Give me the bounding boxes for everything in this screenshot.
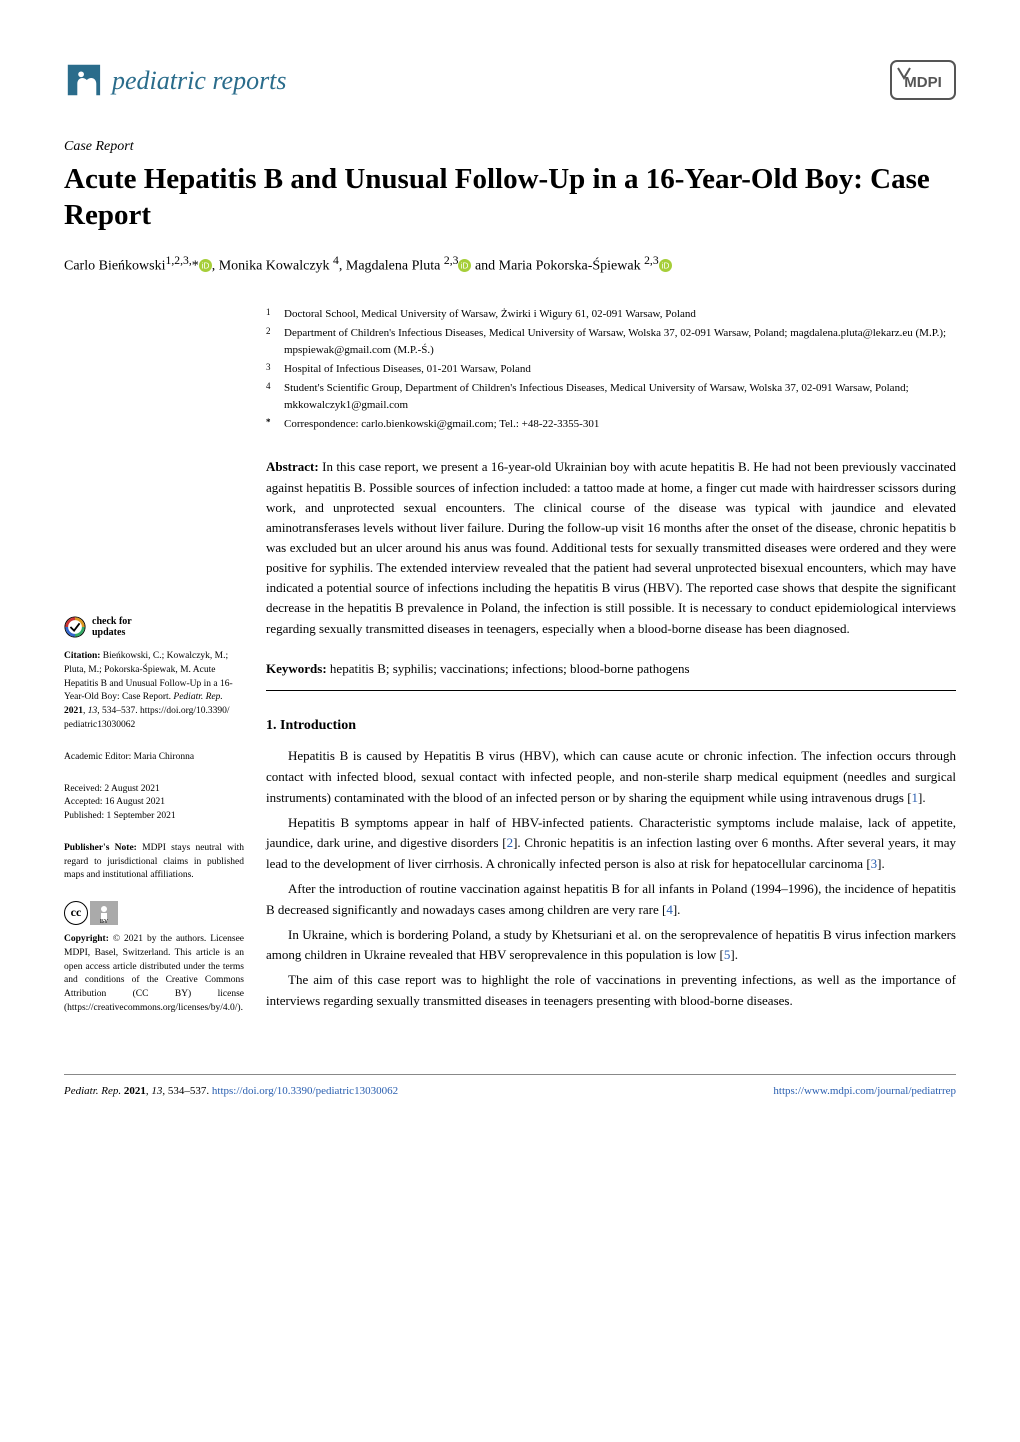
author-name: Monika Kowalczyk (219, 258, 330, 273)
citation-label: Citation: (64, 651, 100, 661)
page-footer: Pediatr. Rep. 2021, 13, 534–537. https:/… (64, 1074, 956, 1100)
aff-num: 2 (266, 325, 276, 359)
sidebar: check forupdates Citation: Bieńkowski, C… (64, 306, 244, 1034)
aff-num: 3 (266, 361, 276, 378)
corr-star: * (266, 416, 276, 433)
pubnote-label: Publisher's Note: (64, 843, 137, 853)
keywords: Keywords: hepatitis B; syphilis; vaccina… (266, 659, 956, 679)
body-paragraph: Hepatitis B symptoms appear in half of H… (266, 813, 956, 875)
authors-line: Carlo Bieńkowski1,2,3,*iD, Monika Kowalc… (64, 252, 956, 277)
editor-block: Academic Editor: Maria Chironna (64, 751, 244, 765)
keywords-label: Keywords: (266, 661, 327, 676)
editor-label: Academic Editor: (64, 752, 134, 762)
mdpi-logo-icon: MDPI (890, 60, 956, 100)
affiliation-row: 2Department of Children's Infectious Dis… (266, 325, 956, 359)
journal-name: pediatric reports (112, 61, 287, 100)
author-sup: 1,2,3, (166, 254, 192, 267)
body-paragraph: In Ukraine, which is bordering Poland, a… (266, 925, 956, 967)
editor-name: Maria Chironna (134, 752, 194, 762)
aff-text: Department of Children's Infectious Dise… (284, 325, 956, 359)
footer-left: Pediatr. Rep. 2021, 13, 534–537. https:/… (64, 1083, 398, 1100)
body-paragraph: After the introduction of routine vaccin… (266, 879, 956, 921)
affiliation-row: 1 Doctoral School, Medical University of … (266, 306, 956, 323)
footer-doi[interactable]: https://doi.org/10.3390/pediatric1303006… (212, 1085, 398, 1097)
author-name: Maria Pokorska-Śpiewak (499, 258, 641, 273)
copyright-block: Copyright: © 2021 by the authors. Licens… (64, 933, 244, 1016)
svg-text:MDPI: MDPI (904, 74, 942, 91)
main-column: 1 Doctoral School, Medical University of … (266, 306, 956, 1034)
aff-text: Hospital of Infectious Diseases, 01-201 … (284, 361, 956, 378)
author-sup: 2,3 (444, 254, 459, 267)
svg-text:BY: BY (100, 919, 109, 925)
by-icon: BY (90, 901, 118, 925)
affiliations: 1 Doctoral School, Medical University of … (266, 306, 956, 433)
check-updates-icon (64, 616, 86, 638)
citation-block: Citation: Bieńkowski, C.; Kowalczyk, M.;… (64, 650, 244, 733)
article-type: Case Report (64, 136, 956, 157)
check-updates-badge[interactable]: check forupdates (64, 616, 244, 638)
cc-license-badge: cc BY (64, 901, 244, 925)
aff-num: 4 (266, 380, 276, 414)
section-heading: 1. Introduction (266, 715, 956, 736)
journal-logo-icon (64, 61, 102, 99)
body-paragraph: Hepatitis B is caused by Hepatitis B vir… (266, 746, 956, 808)
affiliation-row: 4Student's Scientific Group, Department … (266, 380, 956, 414)
svg-text:iD: iD (461, 261, 469, 271)
keywords-text: hepatitis B; syphilis; vaccinations; inf… (327, 661, 690, 676)
affiliation-row: 3 Hospital of Infectious Diseases, 01-201… (266, 361, 956, 378)
svg-text:iD: iD (661, 261, 669, 271)
header: pediatric reports MDPI (64, 60, 956, 100)
correspondence-row: * Correspondence: carlo.bienkowski@gmail.… (266, 416, 956, 433)
abstract-text: In this case report, we present a 16-yea… (266, 459, 956, 635)
received-date: Received: 2 August 2021 (64, 783, 244, 797)
author-name: Magdalena Pluta (346, 258, 440, 273)
orcid-icon: iD (458, 259, 471, 272)
citation-journal: Pediatr. Rep. (173, 692, 222, 702)
author-name: Carlo Bieńkowski (64, 258, 166, 273)
abstract-label: Abstract: (266, 459, 319, 474)
author-sup: 2,3 (644, 254, 659, 267)
author-star: * (192, 258, 199, 273)
orcid-icon: iD (199, 259, 212, 272)
dates-block: Received: 2 August 2021 Accepted: 16 Aug… (64, 783, 244, 824)
citation-vol: 13 (88, 706, 98, 716)
aff-text: Student's Scientific Group, Department o… (284, 380, 956, 414)
aff-num: 1 (266, 306, 276, 323)
copyright-text: © 2021 by the authors. Licensee MDPI, Ba… (64, 934, 244, 1013)
aff-text: Doctoral School, Medical University of W… (284, 306, 956, 323)
accepted-date: Accepted: 16 August 2021 (64, 796, 244, 810)
orcid-icon: iD (659, 259, 672, 272)
footer-journal: Pediatr. Rep. (64, 1085, 121, 1097)
publishers-note: Publisher's Note: MDPI stays neutral wit… (64, 842, 244, 883)
body-paragraph: The aim of this case report was to highl… (266, 970, 956, 1012)
author-sep: , (339, 258, 346, 273)
published-date: Published: 1 September 2021 (64, 810, 244, 824)
check-updates-label: check forupdates (92, 616, 132, 638)
abstract: Abstract: In this case report, we presen… (266, 457, 956, 638)
article-title: Acute Hepatitis B and Unusual Follow-Up … (64, 161, 956, 234)
cc-icon: cc (64, 901, 88, 925)
footer-right-link[interactable]: https://www.mdpi.com/journal/pediatrrep (773, 1083, 956, 1100)
svg-text:iD: iD (201, 261, 209, 271)
author-sep: , (212, 258, 219, 273)
corr-text: Correspondence: carlo.bienkowski@gmail.c… (284, 416, 956, 433)
author-sep: and (471, 258, 498, 273)
divider (266, 690, 956, 691)
copyright-label: Copyright: (64, 934, 109, 944)
journal-brand: pediatric reports (64, 61, 287, 100)
